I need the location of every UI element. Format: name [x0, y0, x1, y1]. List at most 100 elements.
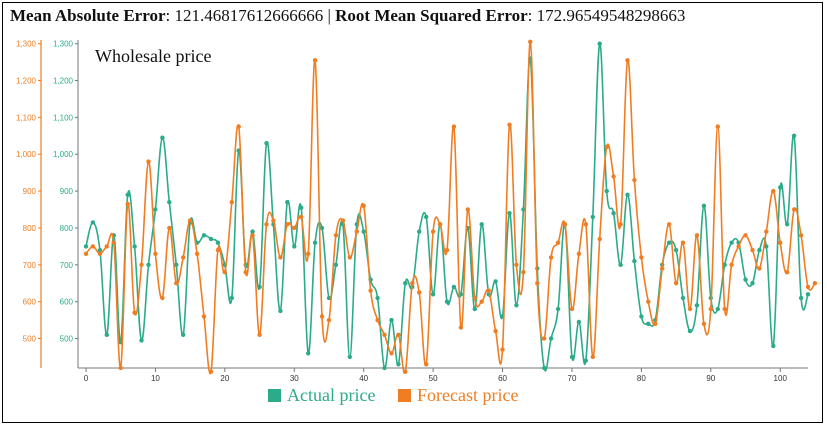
- data-point: [389, 317, 394, 323]
- data-point: [333, 262, 339, 267]
- x-tick-label: 40: [359, 374, 368, 383]
- data-point: [458, 325, 464, 330]
- data-point: [715, 306, 720, 312]
- data-point: [146, 159, 151, 164]
- data-point: [292, 244, 297, 249]
- data-point: [181, 255, 186, 260]
- y-tick-label-forecast: 700: [23, 261, 37, 270]
- data-point: [701, 203, 707, 208]
- data-point: [368, 288, 373, 293]
- data-point: [569, 306, 575, 312]
- data-point: [257, 284, 262, 290]
- data-point: [653, 321, 658, 326]
- data-point: [347, 354, 352, 360]
- data-point: [555, 240, 561, 245]
- data-point: [500, 347, 505, 352]
- y-tick-label-actual: 700: [60, 261, 74, 270]
- data-point: [153, 207, 158, 212]
- data-point: [97, 247, 103, 253]
- data-point: [285, 222, 290, 227]
- data-point: [791, 207, 797, 212]
- data-point: [805, 284, 811, 290]
- legend-swatch: [268, 389, 281, 402]
- data-point: [535, 281, 540, 286]
- y-tick-label-forecast: 800: [23, 224, 37, 233]
- data-point: [361, 229, 366, 234]
- data-point: [278, 255, 283, 260]
- data-point: [590, 354, 595, 360]
- chart-frame: [2, 2, 823, 423]
- data-point: [611, 174, 616, 179]
- data-point: [139, 262, 144, 267]
- data-point: [618, 222, 623, 227]
- data-point: [507, 122, 512, 128]
- data-point: [104, 244, 110, 249]
- data-point: [625, 58, 630, 63]
- data-point: [479, 299, 484, 304]
- data-point: [396, 332, 401, 337]
- data-point: [521, 270, 526, 275]
- x-tick-label: 50: [429, 374, 438, 383]
- data-point: [125, 192, 130, 197]
- data-point: [722, 306, 727, 312]
- y-tick-label-actual: 800: [60, 224, 74, 233]
- data-point: [347, 255, 352, 260]
- y-tick-label-actual: 900: [60, 187, 74, 196]
- data-point: [764, 244, 769, 249]
- data-point: [319, 314, 325, 319]
- data-point: [451, 284, 457, 290]
- y-tick-label-forecast: 1,200: [16, 77, 37, 86]
- data-point: [83, 251, 89, 256]
- data-point: [361, 203, 366, 208]
- data-point: [673, 247, 679, 253]
- data-point: [514, 303, 519, 308]
- data-point: [326, 317, 332, 323]
- legend-label: Forecast price: [417, 385, 518, 405]
- data-point: [715, 124, 720, 129]
- data-point: [604, 144, 609, 150]
- data-point: [299, 214, 304, 220]
- data-point: [576, 319, 582, 325]
- data-point: [340, 218, 346, 223]
- y-tick-label-actual: 1,300: [53, 40, 74, 49]
- data-point: [264, 222, 269, 227]
- y-tick-label-actual: 500: [60, 335, 74, 344]
- rmse-label: Root Mean Squared Error: [335, 6, 528, 25]
- data-point: [798, 295, 804, 301]
- data-point: [562, 222, 568, 227]
- data-point: [680, 240, 686, 245]
- data-point: [708, 306, 713, 312]
- data-point: [410, 281, 415, 286]
- data-point: [778, 185, 783, 190]
- x-tick-label: 0: [84, 374, 89, 383]
- data-point: [694, 233, 700, 238]
- data-point: [326, 295, 332, 301]
- data-point: [507, 211, 512, 216]
- data-point: [791, 133, 797, 138]
- legend-swatch: [398, 389, 411, 402]
- data-point: [444, 247, 450, 253]
- chart-legend: Actual price Forecast price: [268, 385, 518, 405]
- x-tick-label: 20: [220, 374, 229, 383]
- data-point: [646, 299, 651, 304]
- data-point: [208, 236, 214, 242]
- data-point: [798, 233, 804, 238]
- data-point: [618, 262, 623, 267]
- x-tick-label: 100: [774, 374, 788, 383]
- data-point: [701, 321, 707, 326]
- data-point: [403, 369, 408, 374]
- data-point: [215, 247, 221, 253]
- data-point: [583, 358, 588, 363]
- data-point: [389, 351, 394, 356]
- x-tick-label: 80: [637, 374, 646, 383]
- data-point: [743, 233, 748, 238]
- data-point: [111, 240, 117, 245]
- data-point: [146, 262, 151, 267]
- data-point: [424, 362, 429, 367]
- data-point: [250, 229, 255, 234]
- data-point: [382, 332, 387, 337]
- y-tick-label-forecast: 1,100: [16, 113, 37, 122]
- data-point: [757, 266, 762, 271]
- data-point: [90, 220, 96, 225]
- chart-series: [83, 39, 818, 375]
